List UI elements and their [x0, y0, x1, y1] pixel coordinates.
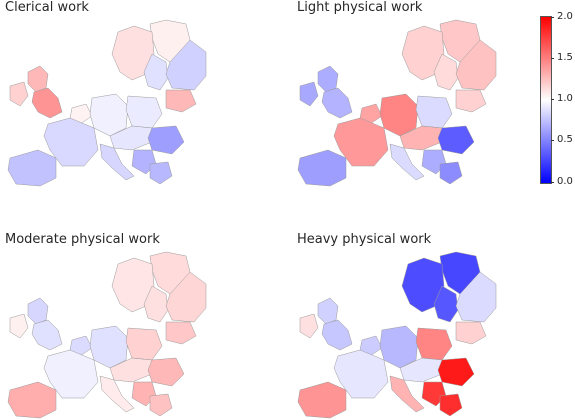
region-italy	[389, 143, 425, 181]
panel-title-clerical: Clerical work	[5, 0, 89, 15]
map-moderate	[7, 251, 207, 419]
region-finland	[455, 271, 497, 323]
region-france	[43, 349, 99, 399]
region-france	[333, 349, 389, 399]
region-romania	[147, 125, 185, 155]
region-germany	[379, 325, 419, 369]
region-finland	[165, 271, 207, 323]
region-scand-e	[143, 285, 169, 323]
region-greece	[439, 161, 463, 185]
region-benelux	[359, 335, 383, 357]
region-scand-e	[433, 285, 459, 323]
region-iberia	[297, 381, 347, 419]
region-uk-s	[321, 319, 353, 351]
region-baltic	[165, 321, 197, 345]
region-poland	[125, 327, 163, 361]
region-baltic	[165, 89, 197, 113]
region-baltic	[455, 89, 487, 113]
region-poland	[125, 95, 163, 129]
region-benelux	[69, 103, 93, 125]
region-uk-s	[321, 87, 353, 119]
region-italy	[389, 375, 425, 413]
colorbar-tick-label: 0.5	[557, 134, 573, 145]
map-heavy	[297, 251, 497, 419]
region-france	[43, 117, 99, 167]
region-france	[333, 117, 389, 167]
region-iberia	[7, 381, 57, 419]
region-italy	[99, 143, 135, 181]
colorbar-gradient	[540, 16, 552, 184]
region-uk-s	[31, 319, 63, 351]
colorbar-tick	[551, 140, 554, 141]
region-poland	[415, 327, 453, 361]
region-uk-n	[317, 297, 339, 325]
region-greece	[149, 161, 173, 185]
region-germany	[89, 325, 129, 369]
region-finland	[455, 39, 497, 91]
region-germany	[89, 93, 129, 137]
region-ireland	[299, 313, 319, 339]
panel-title-heavy: Heavy physical work	[297, 232, 432, 247]
panel-title-moderate: Moderate physical work	[5, 232, 160, 247]
region-scand-e	[433, 53, 459, 91]
panel-title-light: Light physical work	[297, 0, 423, 15]
region-greece	[149, 393, 173, 417]
region-italy	[99, 375, 135, 413]
colorbar-tick-label: 0.0	[557, 176, 573, 187]
region-ireland	[299, 81, 319, 107]
colorbar-tick	[551, 99, 554, 100]
region-uk-n	[317, 65, 339, 93]
colorbar-tick	[551, 182, 554, 183]
region-ireland	[9, 81, 29, 107]
region-scand-e	[143, 53, 169, 91]
region-iberia	[297, 149, 347, 187]
map-clerical	[7, 19, 207, 187]
colorbar-tick-label: 1.5	[557, 52, 573, 63]
colorbar-tick	[551, 17, 554, 18]
map-light	[297, 19, 497, 187]
colorbar-tick-label: 2.0	[557, 11, 573, 22]
colorbar: 0.0 0.5 1.0 1.5 2.0	[537, 12, 575, 187]
region-baltic	[455, 321, 487, 345]
colorbar-tick	[551, 58, 554, 59]
region-finland	[165, 39, 207, 91]
region-romania	[437, 125, 475, 155]
region-uk-n	[27, 65, 49, 93]
region-poland	[415, 95, 453, 129]
region-uk-s	[31, 87, 63, 119]
region-uk-n	[27, 297, 49, 325]
region-ireland	[9, 313, 29, 339]
region-iberia	[7, 149, 57, 187]
region-germany	[379, 93, 419, 137]
region-greece	[439, 393, 463, 417]
region-romania	[147, 357, 185, 387]
region-benelux	[359, 103, 383, 125]
region-romania	[437, 357, 475, 387]
colorbar-tick-label: 1.0	[557, 93, 573, 104]
region-benelux	[69, 335, 93, 357]
